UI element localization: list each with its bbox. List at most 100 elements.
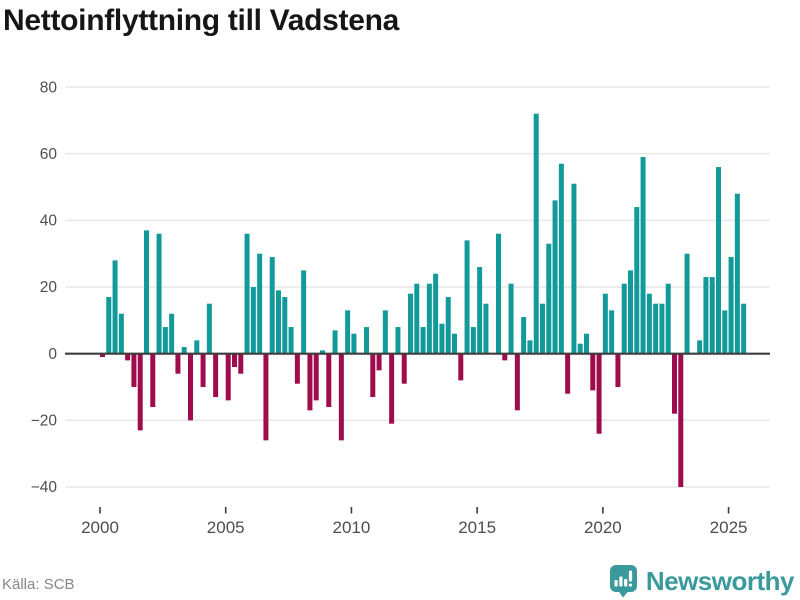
bar-2021Q4	[646, 293, 652, 354]
bar-2012Q1	[401, 353, 407, 384]
bar-2002Q1	[150, 353, 156, 408]
bar-2008Q4	[320, 350, 325, 354]
bar-2015Q2	[483, 303, 489, 354]
bar-2014Q2	[458, 353, 464, 381]
bar-2008Q3	[313, 353, 319, 401]
bar-2022Q4	[672, 353, 677, 414]
bar-2023Q4	[697, 340, 703, 354]
y-axis-tick-label-20: 20	[40, 279, 58, 296]
bar-2006Q2	[257, 253, 263, 354]
bar-2009Q3	[338, 353, 344, 441]
bar-2010Q1	[351, 333, 357, 354]
bar-2011Q3	[389, 353, 395, 424]
bar-2015Q1	[477, 267, 483, 354]
bar-2017Q4	[546, 243, 552, 354]
bar-2024Q3	[716, 167, 721, 354]
bar-2016Q4	[521, 317, 527, 354]
bar-2009Q2	[332, 330, 338, 354]
bar-2025Q2	[734, 193, 740, 354]
y-axis-tick-label-0: 0	[48, 346, 57, 363]
chart-title: Nettoinflyttning till Vadstena	[3, 4, 400, 37]
newsworthy-wordmark: Newsworthy	[645, 565, 795, 596]
bar-2013Q4	[445, 297, 451, 354]
bar-2018Q1	[552, 200, 558, 354]
bar-2008Q1	[301, 270, 307, 354]
bar-2015Q4	[496, 233, 501, 354]
bar-2000Q3	[112, 260, 118, 354]
bar-2003Q4	[194, 340, 200, 354]
bar-2001Q1	[125, 353, 131, 361]
newsworthy-logo: Newsworthy	[609, 564, 795, 598]
bar-2019Q4	[596, 353, 602, 434]
x-axis-tick-label-2000: 2000	[81, 518, 119, 537]
bar-2013Q2	[433, 273, 439, 354]
bar-2020Q1	[602, 293, 608, 354]
bar-2023Q2	[684, 253, 690, 354]
bar-2007Q4	[294, 353, 300, 384]
bar-2004Q3	[213, 353, 219, 398]
bar-2004Q2	[206, 303, 212, 354]
bar-2017Q3	[540, 303, 545, 354]
bar-2016Q2	[508, 283, 514, 354]
bar-2022Q1	[653, 303, 659, 354]
bar-2001Q2	[131, 353, 137, 388]
bar-2020Q2	[609, 310, 615, 354]
bar-2007Q3	[288, 327, 294, 354]
bar-2002Q4	[169, 313, 175, 354]
bar-2018Q2	[558, 163, 564, 354]
bar-2012Q2	[408, 293, 413, 354]
y-axis-tick-label--20: −20	[31, 413, 58, 430]
bar-2005Q1	[225, 353, 231, 401]
bar-2025Q3	[741, 303, 747, 354]
bar-2019Q2	[584, 333, 589, 354]
bar-2013Q3	[439, 323, 445, 354]
bar-2005Q4	[244, 233, 250, 354]
bar-2001Q4	[144, 230, 149, 354]
bar-2003Q1	[175, 353, 181, 374]
bar-2011Q2	[382, 310, 388, 354]
bar-2009Q4	[345, 310, 351, 354]
bar-2000Q1	[100, 353, 105, 358]
bar-2020Q4	[621, 283, 627, 354]
bar-2020Q3	[615, 353, 621, 388]
bar-2025Q1	[728, 257, 734, 354]
bar-2012Q3	[414, 283, 420, 354]
bar-2002Q2	[156, 233, 162, 354]
bar-2022Q2	[659, 303, 665, 354]
bar-2006Q4	[269, 257, 275, 354]
x-axis-tick-label-2025: 2025	[710, 518, 748, 537]
bar-2014Q3	[464, 240, 470, 354]
y-axis-tick-label-40: 40	[40, 213, 58, 230]
bar-2000Q4	[118, 313, 124, 354]
bar-2011Q1	[376, 353, 382, 371]
bar-2018Q4	[571, 183, 577, 354]
x-axis-tick-label-2020: 2020	[584, 518, 622, 537]
bar-2022Q3	[665, 283, 671, 354]
bar-2021Q2	[634, 207, 640, 354]
bar-2008Q2	[307, 353, 313, 411]
bar-2005Q3	[238, 353, 244, 374]
y-axis-tick-label--40: −40	[31, 479, 58, 496]
bar-2003Q2	[181, 347, 187, 354]
bar-2021Q1	[628, 270, 633, 354]
bar-2018Q3	[565, 353, 571, 394]
bar-2024Q4	[722, 310, 728, 354]
bar-2007Q2	[282, 297, 288, 354]
x-axis-tick-label-2015: 2015	[458, 518, 496, 537]
y-axis-tick-label-60: 60	[40, 146, 58, 163]
bar-2017Q2	[533, 113, 539, 354]
bar-2013Q1	[426, 283, 432, 354]
bar-2016Q3	[514, 353, 520, 411]
bar-2005Q2	[232, 353, 237, 368]
bar-2011Q4	[395, 327, 401, 354]
bar-2006Q1	[250, 287, 256, 354]
bar-2023Q1	[678, 353, 684, 488]
bar-2014Q4	[470, 327, 476, 354]
bar-2024Q2	[709, 277, 715, 354]
bar-2010Q3	[364, 327, 369, 354]
bar-2010Q4	[370, 353, 376, 398]
bar-2024Q1	[703, 277, 709, 354]
bar-2001Q3	[137, 353, 143, 431]
